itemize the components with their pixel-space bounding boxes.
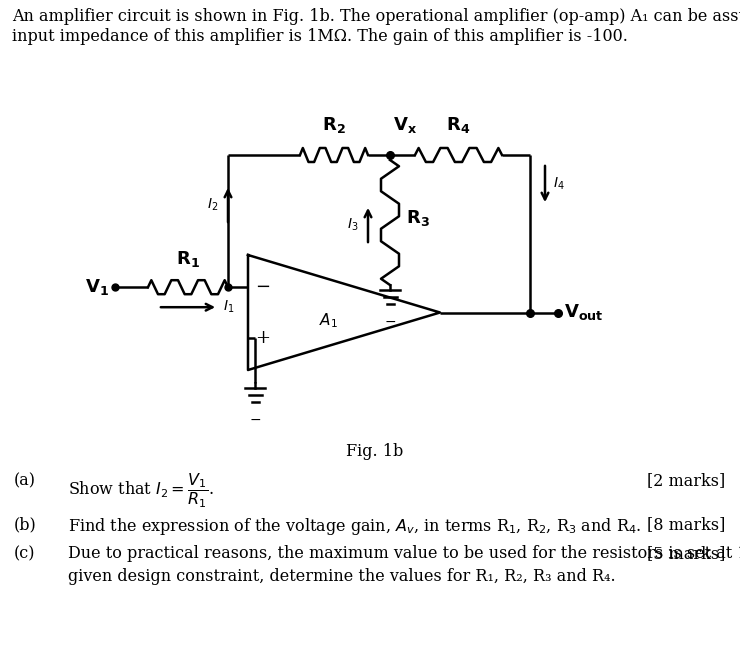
Text: $\mathbf{V_x}$: $\mathbf{V_x}$ [393, 115, 417, 135]
Text: [5 marks]: [5 marks] [647, 545, 725, 562]
Text: $I_2$: $I_2$ [206, 197, 218, 213]
Text: Due to practical reasons, the maximum value to be used for the resistors is set : Due to practical reasons, the maximum va… [68, 545, 740, 562]
Text: −: − [249, 413, 260, 427]
Text: $\mathbf{V_1}$: $\mathbf{V_1}$ [85, 277, 109, 297]
Text: (c): (c) [14, 545, 36, 562]
Text: (b): (b) [14, 516, 37, 533]
Text: (a): (a) [14, 472, 36, 489]
Text: [8 marks]: [8 marks] [647, 516, 725, 533]
Text: An amplifier circuit is shown in Fig. 1b. The operational amplifier (op-amp) A₁ : An amplifier circuit is shown in Fig. 1b… [12, 8, 740, 25]
Text: $I_3$: $I_3$ [346, 217, 358, 233]
Text: $I_1$: $I_1$ [223, 299, 235, 315]
Text: $\mathbf{R_4}$: $\mathbf{R_4}$ [446, 115, 471, 135]
Text: $A_1$: $A_1$ [319, 311, 338, 330]
Text: Find the expression of the voltage gain, $A_v$, in terms R$_1$, R$_2$, R$_3$ and: Find the expression of the voltage gain,… [68, 516, 642, 537]
Text: Fig. 1b: Fig. 1b [346, 444, 403, 461]
Text: $\mathbf{R_3}$: $\mathbf{R_3}$ [406, 208, 430, 228]
Text: $\mathbf{R_1}$: $\mathbf{R_1}$ [176, 249, 200, 269]
Text: $I_4$: $I_4$ [553, 176, 565, 192]
Text: −: − [384, 315, 396, 329]
Text: Show that $I_2 = \dfrac{V_1}{R_1}$.: Show that $I_2 = \dfrac{V_1}{R_1}$. [68, 472, 214, 510]
Text: $\mathbf{R_2}$: $\mathbf{R_2}$ [322, 115, 346, 135]
Text: input impedance of this amplifier is 1MΩ. The gain of this amplifier is -100.: input impedance of this amplifier is 1MΩ… [12, 28, 628, 45]
Text: [2 marks]: [2 marks] [647, 472, 725, 489]
Text: $\mathbf{V_{out}}$: $\mathbf{V_{out}}$ [564, 303, 604, 322]
Text: given design constraint, determine the values for R₁, R₂, R₃ and R₄.: given design constraint, determine the v… [68, 568, 616, 585]
Text: +: + [255, 329, 270, 347]
Text: −: − [255, 278, 270, 296]
